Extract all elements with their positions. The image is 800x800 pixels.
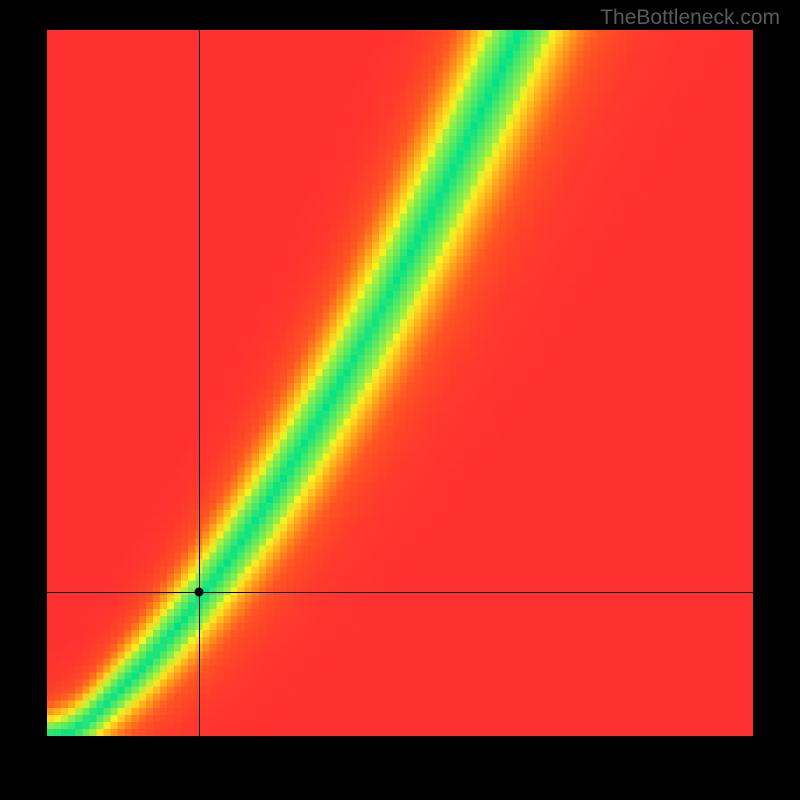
bottleneck-heatmap xyxy=(47,30,753,736)
crosshair-vertical xyxy=(199,30,200,736)
watermark-text: TheBottleneck.com xyxy=(600,6,780,30)
selection-marker xyxy=(194,587,203,596)
crosshair-horizontal xyxy=(47,592,753,593)
heatmap-canvas xyxy=(47,30,753,736)
